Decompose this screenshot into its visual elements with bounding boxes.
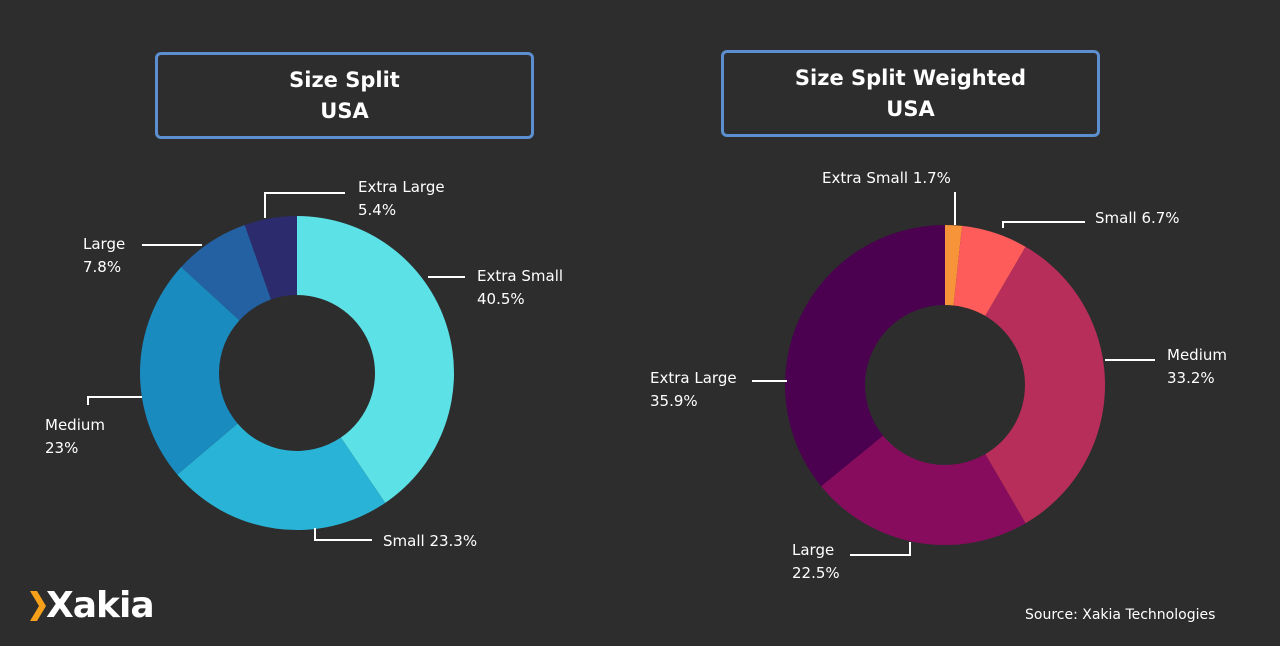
slice-small	[953, 225, 1026, 316]
xakia-logo: Xakia	[30, 585, 155, 626]
slice-medium	[139, 266, 240, 475]
label-2-large: Large 22.5%	[792, 541, 840, 582]
slice-extra-large	[244, 216, 297, 300]
label-2-small: Small 6.7%	[1095, 209, 1180, 227]
label-2-medium: Medium 33.2%	[1167, 346, 1227, 387]
label-1-extra-small: Extra Small 40.5%	[477, 267, 564, 308]
leader-2-large	[850, 542, 911, 556]
slice-medium	[985, 246, 1105, 524]
slice-extra-large	[785, 225, 945, 487]
donut-1	[139, 216, 454, 531]
chart-2-title: Size Split Weighted	[794, 65, 1027, 90]
leader-1-small	[314, 528, 372, 541]
slice-small	[177, 423, 386, 531]
label-2-extra-small: Extra Small 1.7%	[822, 169, 951, 187]
leader-lines	[87, 192, 1155, 556]
chart-1-title-box: Size Split USA	[155, 52, 534, 139]
slice-large	[181, 224, 272, 321]
slice-extra-small	[945, 225, 963, 306]
label-1-medium: Medium 23%	[45, 416, 105, 457]
label-2-extra-large: Extra Large 35.9%	[650, 369, 737, 410]
source-note: Source: Xakia Technologies	[1025, 607, 1216, 623]
leader-1-extra-large	[264, 192, 345, 218]
chart-1-title: Size Split	[289, 67, 400, 92]
chart-1-subtitle: USA	[320, 98, 369, 123]
label-1-large: Large 7.8%	[83, 235, 126, 276]
slice-large	[821, 435, 1026, 545]
logo-chevron-icon	[30, 590, 46, 621]
leader-1-medium	[87, 396, 142, 405]
label-1-small: Small 23.3%	[383, 532, 478, 550]
label-1-extra-large: Extra Large 5.4%	[358, 178, 445, 219]
leader-2-small	[1002, 221, 1085, 228]
chart-2-title-box: Size Split Weighted USA	[721, 50, 1100, 137]
chart-2-subtitle: USA	[886, 96, 935, 121]
donut-2	[785, 225, 1105, 545]
slice-extra-small	[297, 216, 454, 503]
